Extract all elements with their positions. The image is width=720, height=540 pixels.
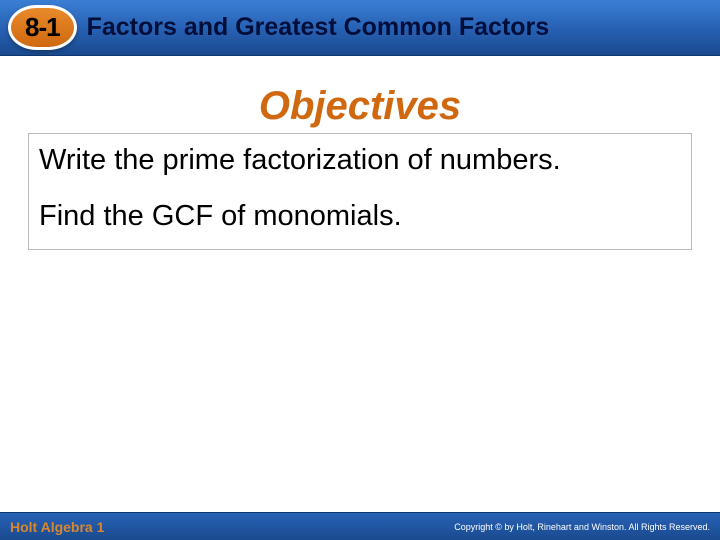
footer-copyright: Copyright © by Holt, Rinehart and Winsto…: [454, 522, 710, 532]
header-bar: 8-1 Factors and Greatest Common Factors: [0, 0, 720, 56]
header-title: Factors and Greatest Common Factors: [87, 13, 550, 42]
section-number-badge: 8-1: [8, 5, 77, 50]
footer-book-title: Holt Algebra 1: [10, 519, 104, 535]
footer-bar: Holt Algebra 1 Copyright © by Holt, Rine…: [0, 512, 720, 540]
objective-item: Write the prime factorization of numbers…: [39, 142, 681, 178]
spacer: [39, 178, 681, 198]
objectives-heading: Objectives: [0, 84, 720, 129]
objective-item: Find the GCF of monomials.: [39, 198, 681, 234]
objectives-box: Write the prime factorization of numbers…: [28, 133, 692, 250]
